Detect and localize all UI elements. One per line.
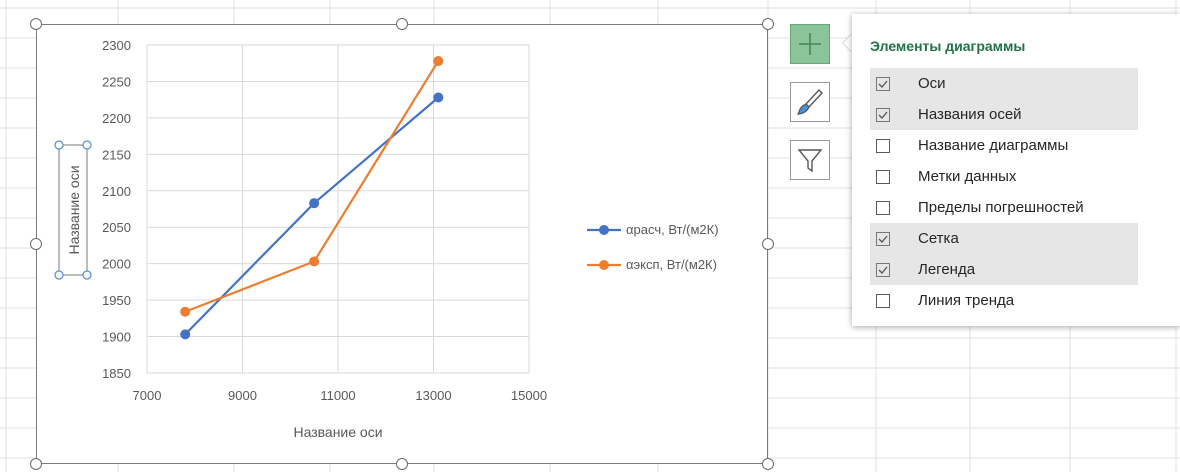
chart-elements-button[interactable] xyxy=(790,24,830,64)
option-label: Легенда xyxy=(918,261,976,278)
resize-handle-middle-left[interactable] xyxy=(30,238,42,250)
checkbox-icon[interactable] xyxy=(876,293,890,308)
chart-element-option[interactable]: Сетка xyxy=(870,223,1138,254)
resize-handle-bottom-middle[interactable] xyxy=(396,458,408,470)
resize-handle-middle-right[interactable] xyxy=(762,238,774,250)
y-tick-label: 2300 xyxy=(102,38,131,53)
chart-styles-button[interactable] xyxy=(790,82,830,122)
option-label: Метки данных xyxy=(918,168,1017,185)
y-axis-title-handle xyxy=(82,270,92,280)
legend-label: αэксп, Вт/(м2К) xyxy=(626,257,717,272)
data-point xyxy=(180,306,191,317)
y-axis-title-group: Название оси xyxy=(54,140,92,280)
legend-marker xyxy=(599,260,609,270)
panel-title: Элементы диаграммы xyxy=(870,38,1026,54)
chart-element-option[interactable]: Оси xyxy=(870,68,1138,99)
x-tick-label: 13000 xyxy=(415,388,451,403)
x-tick-label: 15000 xyxy=(511,388,547,403)
chart-element-option[interactable]: Метки данных xyxy=(870,161,1138,192)
checkbox-checked-icon[interactable] xyxy=(876,262,890,277)
chart-elements-list: Оси Названия осей Название диаграммы Метки … xyxy=(870,68,1138,316)
resize-handle-bottom-left[interactable] xyxy=(30,458,42,470)
data-point xyxy=(309,198,320,209)
plus-icon xyxy=(799,33,821,55)
option-label: Названия осей xyxy=(918,106,1022,123)
y-axis-title-handle xyxy=(54,140,64,150)
x-axis-title: Название оси xyxy=(293,424,382,440)
data-point xyxy=(309,256,320,267)
chart-filters-button[interactable] xyxy=(790,140,830,180)
y-axis-title-box xyxy=(58,144,88,276)
option-label: Оси xyxy=(918,75,946,92)
data-point xyxy=(180,329,191,340)
y-tick-label: 2250 xyxy=(102,74,131,89)
resize-handle-top-middle[interactable] xyxy=(396,18,408,30)
legend-marker xyxy=(599,225,609,235)
data-point xyxy=(433,92,444,103)
option-label: Пределы погрешностей xyxy=(918,199,1084,216)
chart-area[interactable]: 7000 9000 11000 13000 15000 1850 1900 1950 2000 2… xyxy=(36,24,768,464)
y-tick-label: 1850 xyxy=(102,366,131,381)
resize-handle-bottom-right[interactable] xyxy=(762,458,774,470)
chart-element-option[interactable]: Легенда xyxy=(870,254,1138,285)
series-line xyxy=(184,96,439,336)
checkbox-checked-icon[interactable] xyxy=(876,76,890,91)
y-tick-label: 1900 xyxy=(102,330,131,345)
chart-element-option[interactable]: Пределы погрешностей xyxy=(870,192,1138,223)
x-tick-label: 7000 xyxy=(133,388,162,403)
y-tick-label: 2100 xyxy=(102,184,131,199)
checkbox-icon[interactable] xyxy=(876,169,890,184)
chart-plot[interactable]: 7000 9000 11000 13000 15000 1850 1900 1950 2000 2… xyxy=(37,25,769,465)
data-point xyxy=(433,56,444,67)
y-axis-title-handle xyxy=(82,140,92,150)
panel-pointer xyxy=(843,34,852,52)
chart-element-option[interactable]: Название диаграммы xyxy=(870,130,1138,161)
x-tick-label: 11000 xyxy=(320,388,355,403)
resize-handle-top-right[interactable] xyxy=(762,18,774,30)
checkbox-icon[interactable] xyxy=(876,138,890,153)
y-tick-label: 2000 xyxy=(102,257,131,272)
option-label: Название диаграммы xyxy=(918,137,1069,154)
checkbox-icon[interactable] xyxy=(876,200,890,215)
checkbox-checked-icon[interactable] xyxy=(876,107,890,122)
resize-handle-top-left[interactable] xyxy=(30,18,42,30)
y-axis-title-handle xyxy=(54,270,64,280)
legend-label: αрасч, Вт/(м2К) xyxy=(626,222,719,237)
chart-elements-panel: Элементы диаграммы Оси Названия осей Назва… xyxy=(852,14,1180,326)
chart-element-option[interactable]: Названия осей xyxy=(870,99,1138,130)
brush-icon xyxy=(796,88,823,115)
y-axis-title: Название оси xyxy=(66,165,82,254)
option-label: Линия тренда xyxy=(918,292,1015,309)
chart-element-option[interactable]: Линия тренда xyxy=(870,285,1138,316)
y-tick-label: 2050 xyxy=(102,220,131,235)
series-line xyxy=(184,60,440,313)
x-tick-label: 9000 xyxy=(228,388,257,403)
y-tick-label: 1950 xyxy=(102,293,131,308)
y-tick-label: 2200 xyxy=(102,111,131,126)
option-label: Сетка xyxy=(918,230,959,247)
y-tick-label: 2150 xyxy=(102,147,131,162)
checkbox-checked-icon[interactable] xyxy=(876,231,890,246)
filter-icon xyxy=(797,149,823,173)
